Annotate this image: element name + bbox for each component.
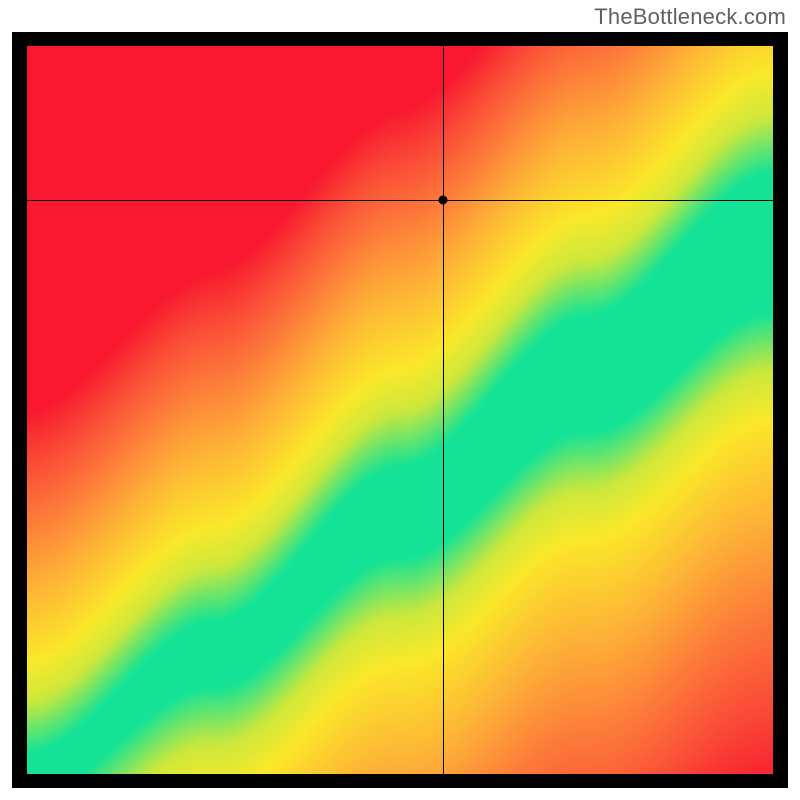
plot-outer-frame <box>12 32 788 788</box>
watermark: TheBottleneck.com <box>594 4 786 30</box>
crosshair-horizontal <box>27 200 773 201</box>
crosshair-dot <box>439 196 448 205</box>
plot-area <box>27 46 773 774</box>
crosshair-vertical <box>443 46 444 774</box>
heatmap-canvas <box>27 46 773 774</box>
